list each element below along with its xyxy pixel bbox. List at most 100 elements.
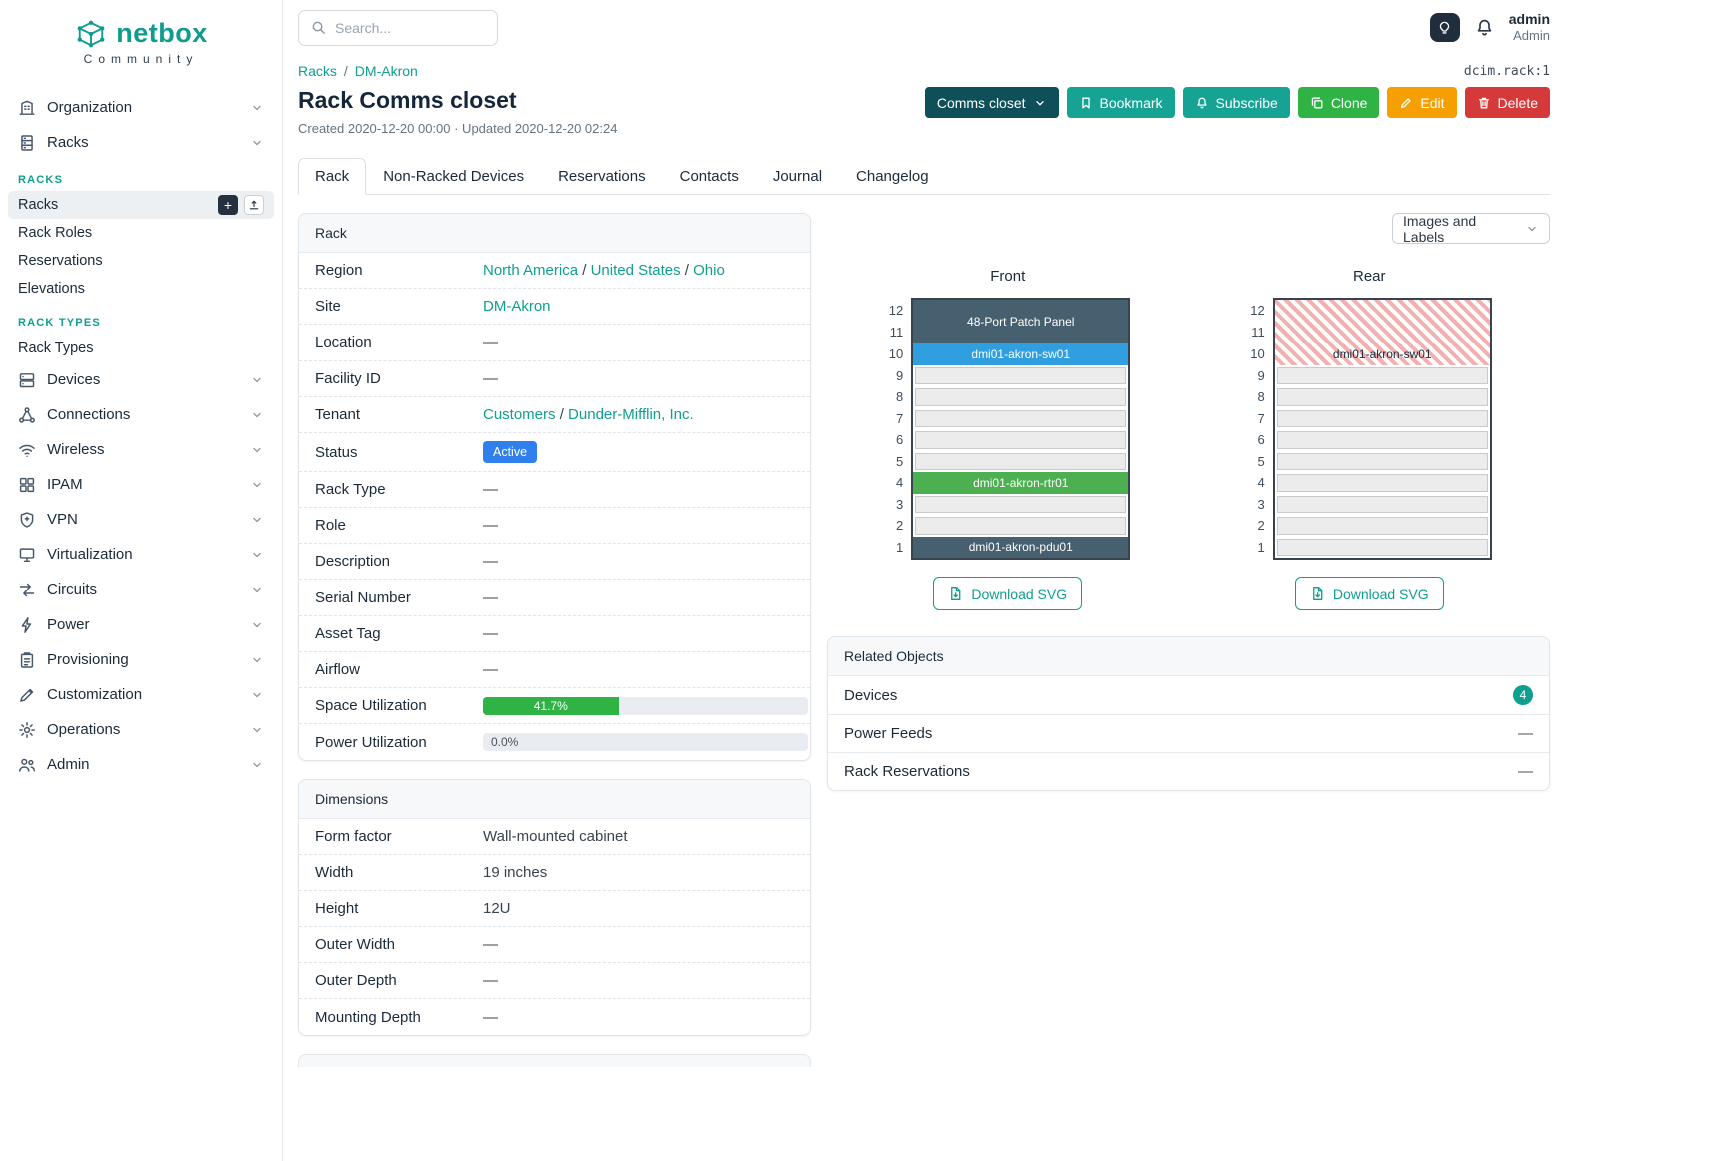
sidebar-item-operations[interactable]: Operations bbox=[8, 712, 274, 747]
rack-empty-slot[interactable] bbox=[1275, 494, 1490, 516]
tab-contacts[interactable]: Contacts bbox=[679, 168, 739, 185]
attr-row-airflow: Airflow — bbox=[299, 652, 810, 688]
lightbulb-icon bbox=[1440, 21, 1450, 34]
rack-device[interactable]: dmi01-akron-sw01 bbox=[913, 343, 1129, 365]
sidebar-item-devices[interactable]: Devices bbox=[8, 362, 274, 397]
chevron-down-icon bbox=[253, 140, 261, 145]
bookmark-button[interactable]: Bookmark bbox=[1066, 87, 1175, 118]
rack-empty-slot[interactable] bbox=[913, 451, 1128, 473]
sidebar-item-rack-roles[interactable]: Rack Roles bbox=[18, 225, 93, 241]
chevron-down-icon bbox=[1528, 226, 1536, 231]
rack-device[interactable]: dmi01-akron-rtr01 bbox=[913, 472, 1129, 494]
brand-community: Community bbox=[83, 52, 199, 66]
user-menu[interactable]: admin Admin bbox=[1509, 11, 1550, 45]
rack-empty-slot[interactable] bbox=[1275, 429, 1490, 451]
sidebar-item-connections[interactable]: Connections bbox=[8, 397, 274, 432]
rack-device[interactable]: 48-Port Patch Panel bbox=[913, 300, 1129, 343]
add-rack-button[interactable]: + bbox=[218, 195, 238, 215]
unit-number: 4 bbox=[896, 475, 904, 491]
sidebar-item-ipam[interactable]: IPAM bbox=[8, 467, 274, 502]
rack-panel-title: Rack bbox=[299, 214, 810, 253]
sidebar-item-organization[interactable]: Organization bbox=[8, 90, 274, 125]
user-name: admin bbox=[1508, 10, 1550, 27]
next-panel-partial bbox=[298, 1054, 811, 1067]
sidebar-item-elevations[interactable]: Elevations bbox=[18, 281, 85, 297]
rack-empty-slot[interactable] bbox=[913, 408, 1128, 430]
tab-journal[interactable]: Journal bbox=[772, 168, 823, 185]
brand-name: netbox bbox=[116, 18, 208, 48]
users-icon bbox=[19, 758, 35, 772]
region-link[interactable]: North America bbox=[483, 262, 579, 279]
rack-empty-slot[interactable] bbox=[1275, 472, 1490, 494]
sidebar-item-reservations[interactable]: Reservations bbox=[18, 253, 103, 269]
tab-reservations[interactable]: Reservations bbox=[558, 168, 646, 185]
power-utilization-value: 0.0% bbox=[491, 735, 519, 749]
rack-box-front: 48-Port Patch Panel dmi01-akron-sw01 dmi01… bbox=[911, 298, 1131, 560]
tab-non-racked-devices[interactable]: Non-Racked Devices bbox=[383, 168, 525, 185]
sidebar-item-wireless[interactable]: Wireless bbox=[8, 432, 274, 467]
rack-empty-slot[interactable] bbox=[1275, 537, 1490, 559]
sidebar-item-admin[interactable]: Admin bbox=[8, 747, 274, 782]
sidebar-item-racks-list[interactable]: Racks + bbox=[8, 191, 274, 219]
rack-empty-slot[interactable] bbox=[913, 365, 1128, 387]
breadcrumb-site-link[interactable]: DM-Akron bbox=[354, 63, 418, 79]
subscribe-button[interactable]: Subscribe bbox=[1182, 87, 1290, 118]
rack-empty-slot[interactable] bbox=[1275, 365, 1490, 387]
clone-button[interactable]: Clone bbox=[1297, 87, 1380, 118]
images-labels-select[interactable]: Images and Labels bbox=[1392, 213, 1550, 245]
import-icon bbox=[249, 200, 259, 210]
unit-number: 1 bbox=[1257, 539, 1265, 555]
sidebar-item-vpn[interactable]: VPN bbox=[8, 502, 274, 537]
related-objects-title: Related Objects bbox=[828, 637, 1549, 676]
rack-empty-slot[interactable] bbox=[1275, 408, 1490, 430]
unit-number: 4 bbox=[1257, 475, 1265, 491]
notifications-button[interactable] bbox=[1475, 18, 1494, 37]
edit-button[interactable]: Edit bbox=[1387, 87, 1457, 118]
search-input[interactable] bbox=[335, 19, 485, 36]
elevation-rear-title: Rear bbox=[1352, 268, 1386, 285]
tenant-group-link[interactable]: Customers bbox=[483, 406, 556, 423]
group-dropdown-button[interactable]: Comms closet bbox=[924, 87, 1059, 118]
sidebar-item-power[interactable]: Power bbox=[8, 607, 274, 642]
site-link[interactable]: DM-Akron bbox=[483, 298, 551, 315]
rack-empty-slot[interactable] bbox=[1275, 451, 1490, 473]
netbox-logo[interactable]: netbox Community bbox=[0, 12, 282, 76]
sidebar-item-virtualization[interactable]: Virtualization bbox=[8, 537, 274, 572]
breadcrumb-racks-link[interactable]: Racks bbox=[298, 63, 337, 79]
sidebar-item-provisioning[interactable]: Provisioning bbox=[8, 642, 274, 677]
elevation-rear: Rear 12 11 10 9 8 7 6 5 4 3 2 1 dmi01-akron-sw01 Do… bbox=[1189, 268, 1551, 610]
unit-number: 5 bbox=[896, 453, 904, 469]
related-row-devices[interactable]: Devices 4 bbox=[828, 676, 1549, 714]
rack-empty-slot[interactable] bbox=[913, 429, 1128, 451]
rack-empty-slot[interactable] bbox=[1275, 386, 1490, 408]
rack-icon bbox=[21, 134, 33, 151]
attr-row-form-factor: Form factor Wall-mounted cabinet bbox=[299, 819, 810, 855]
region-link[interactable]: United States bbox=[590, 262, 681, 279]
download-svg-rear-button[interactable]: Download SVG bbox=[1294, 577, 1444, 610]
rack-rear-occupied[interactable]: dmi01-akron-sw01 bbox=[1274, 343, 1490, 365]
rack-device[interactable]: dmi01-akron-pdu01 bbox=[913, 536, 1129, 558]
rack-empty-slot[interactable] bbox=[1275, 515, 1490, 537]
theme-toggle-button[interactable] bbox=[1429, 13, 1460, 42]
attr-row-outer-width: Outer Width — bbox=[299, 927, 810, 963]
tab-rack[interactable]: Rack bbox=[298, 158, 367, 195]
rack-empty-slot[interactable] bbox=[913, 515, 1128, 537]
sidebar-item-circuits[interactable]: Circuits bbox=[8, 572, 274, 607]
tenant-link[interactable]: Dunder-Mifflin, Inc. bbox=[568, 406, 694, 423]
chevron-down-icon bbox=[253, 727, 261, 732]
delete-button[interactable]: Delete bbox=[1464, 87, 1550, 118]
tab-changelog[interactable]: Changelog bbox=[856, 168, 929, 185]
download-svg-front-button[interactable]: Download SVG bbox=[933, 577, 1083, 610]
region-link[interactable]: Ohio bbox=[693, 262, 725, 279]
search-box[interactable] bbox=[298, 9, 498, 46]
rack-empty-slot[interactable] bbox=[913, 386, 1128, 408]
sidebar-item-rack-types[interactable]: Rack Types bbox=[18, 340, 94, 356]
sidebar-item-racks[interactable]: Racks bbox=[8, 125, 274, 160]
power-utilization-bar: 0.0% bbox=[483, 733, 808, 751]
rack-empty-slot[interactable] bbox=[913, 494, 1128, 516]
sidebar-item-customization[interactable]: Customization bbox=[8, 677, 274, 712]
chevron-down-icon bbox=[253, 412, 261, 417]
attr-row-tenant: Tenant Customers / Dunder-Mifflin, Inc. bbox=[299, 397, 810, 433]
rack-panel: Rack Region North America / United State… bbox=[298, 213, 811, 761]
import-racks-button[interactable] bbox=[244, 195, 264, 215]
